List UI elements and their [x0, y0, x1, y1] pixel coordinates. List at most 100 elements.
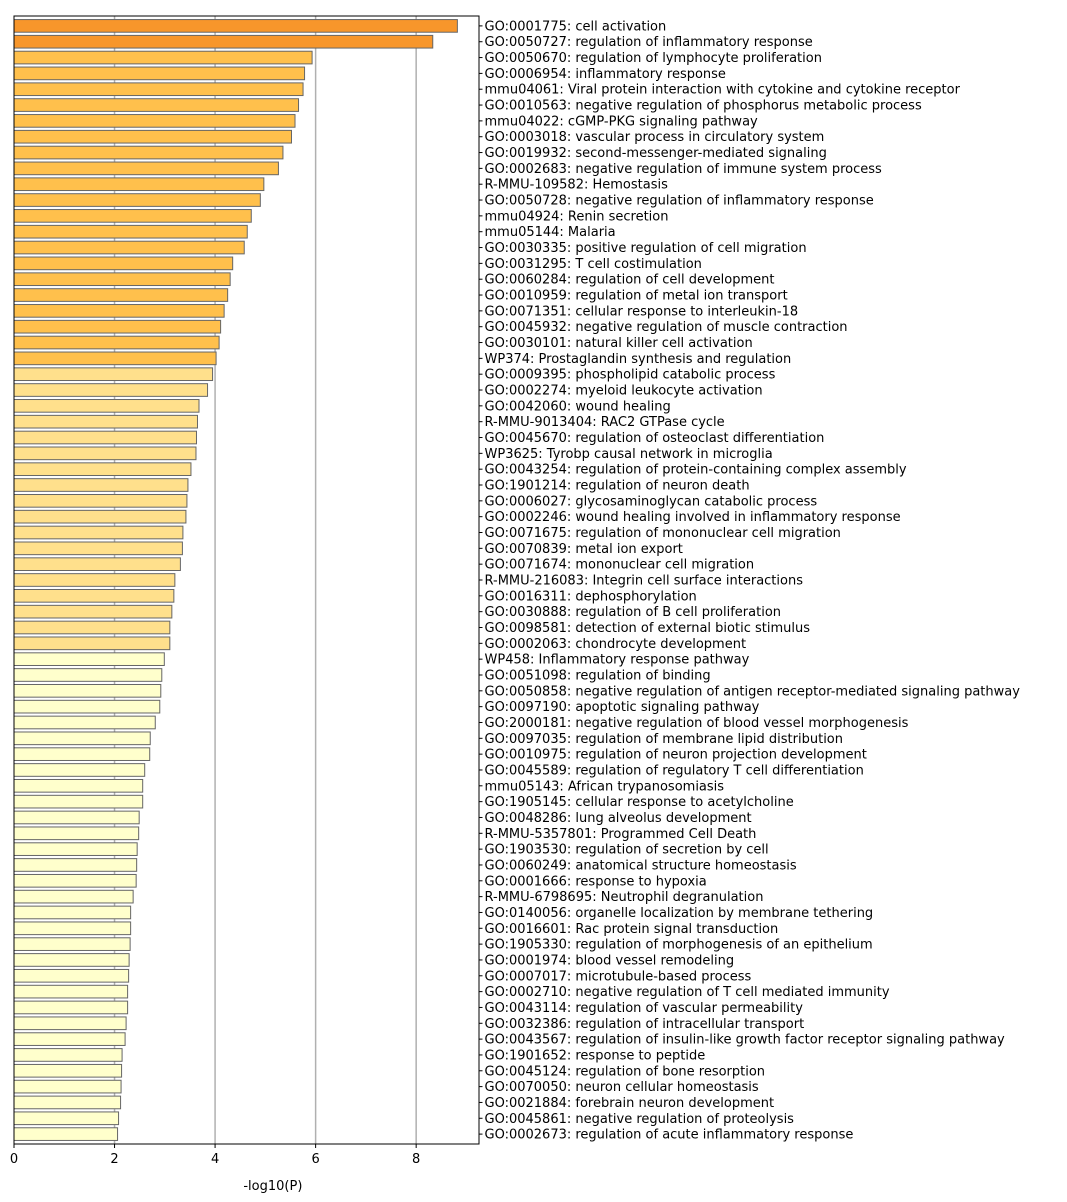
category-label: GO:0043114: regulation of vascular perme…	[485, 1001, 804, 1016]
category-label: GO:1903530: regulation of secretion by c…	[485, 843, 769, 858]
category-label: GO:0010959: regulation of metal ion tran…	[485, 289, 788, 304]
bar	[13, 509, 187, 524]
x-tick-label: 4	[211, 1152, 219, 1167]
category-label: GO:0050858: negative regulation of antig…	[485, 684, 1021, 699]
bar	[13, 620, 171, 635]
bar	[13, 842, 138, 856]
category-label: GO:0097190: apoptotic signaling pathway	[485, 700, 760, 715]
bar	[13, 430, 197, 445]
bar	[13, 953, 130, 967]
category-label: GO:0140056: organelle localization by me…	[485, 906, 874, 921]
bar	[13, 873, 137, 888]
bar	[13, 715, 156, 730]
bar	[13, 319, 222, 334]
bar	[13, 1000, 129, 1015]
bar	[13, 462, 192, 477]
category-label: GO:0006027: glycosaminoglycan catabolic …	[485, 494, 818, 509]
bar	[13, 399, 200, 413]
category-label: GO:0019932: second-messenger-mediated si…	[485, 146, 827, 161]
category-label: GO:0030335: positive regulation of cell …	[485, 241, 807, 256]
category-label: mmu04022: cGMP-PKG signaling pathway	[485, 114, 759, 129]
bar	[13, 209, 252, 223]
category-label: GO:2000181: negative regulation of blood…	[485, 716, 909, 731]
category-label: WP3625: Tyrobp causal network in microgl…	[485, 447, 773, 462]
category-label: GO:0048286: lung alveolus development	[485, 811, 752, 826]
bar	[13, 193, 261, 207]
bar	[13, 1016, 127, 1031]
bar	[13, 937, 131, 951]
category-label: GO:0016601: Rac protein signal transduct…	[485, 922, 779, 937]
category-label: mmu05143: African trypanosomiasis	[485, 779, 725, 794]
bar	[13, 699, 161, 714]
category-label: GO:0010975: regulation of neuron project…	[485, 748, 867, 763]
category-label: GO:0002063: chondrocyte development	[485, 637, 747, 652]
category-label: WP374: Prostaglandin synthesis and regul…	[485, 352, 792, 367]
category-label: GO:0070050: neuron cellular homeostasis	[485, 1080, 759, 1095]
bar	[13, 1127, 119, 1141]
bar	[13, 367, 214, 382]
bar	[13, 810, 140, 825]
category-label: GO:0031295: T cell costimulation	[485, 257, 702, 272]
bar	[13, 858, 138, 872]
bar	[13, 525, 184, 540]
bar	[13, 129, 292, 144]
category-label: WP458: Inflammatory response pathway	[485, 653, 750, 668]
category-label: GO:0009395: phospholipid catabolic proce…	[485, 368, 776, 383]
bar	[13, 1032, 126, 1046]
category-label: GO:0051098: regulation of binding	[485, 668, 711, 683]
x-axis-label: -log10(P)	[243, 1179, 302, 1194]
category-label: GO:0003018: vascular process in circulat…	[485, 130, 825, 145]
category-label: GO:0071674: mononuclear cell migration	[485, 558, 755, 573]
category-label: GO:0032386: regulation of intracellular …	[485, 1017, 805, 1032]
bar	[13, 1095, 122, 1110]
bar	[13, 652, 165, 666]
category-label: GO:0060249: anatomical structure homeost…	[485, 858, 797, 873]
category-label: GO:0030888: regulation of B cell prolife…	[485, 605, 782, 620]
category-label: R-MMU-9013404: RAC2 GTPase cycle	[485, 415, 725, 430]
bar	[13, 668, 163, 682]
bar	[13, 256, 234, 271]
category-label: GO:1901652: response to peptide	[485, 1048, 706, 1063]
category-label: GO:0098581: detection of external biotic…	[485, 621, 811, 636]
category-label: GO:0045589: regulation of regulatory T c…	[485, 763, 864, 778]
category-label: GO:0043254: regulation of protein-contai…	[485, 463, 907, 478]
bar	[13, 541, 183, 556]
bar	[13, 1079, 122, 1094]
bar	[13, 747, 151, 761]
category-label: GO:0071675: regulation of mononuclear ce…	[485, 526, 841, 541]
bar	[13, 114, 296, 128]
bar	[13, 731, 151, 746]
bar	[13, 636, 171, 651]
category-label: GO:0045932: negative regulation of muscl…	[485, 320, 848, 335]
bar	[13, 573, 176, 587]
bar	[13, 889, 134, 904]
bar	[13, 50, 313, 65]
category-label: GO:0070839: metal ion export	[485, 542, 683, 557]
category-label: GO:0042060: wound healing	[485, 399, 671, 414]
category-label: R-MMU-216083: Integrin cell surface inte…	[485, 574, 804, 589]
bar	[13, 826, 140, 841]
bar	[13, 288, 229, 302]
bar	[13, 383, 209, 397]
bar	[13, 240, 245, 255]
bar	[13, 82, 304, 97]
category-label: GO:0006954: inflammatory response	[485, 67, 726, 82]
category-label: GO:0002673: regulation of acute inflamma…	[485, 1128, 854, 1143]
category-label: GO:0050727: regulation of inflammatory r…	[485, 35, 813, 50]
category-label: GO:0001775: cell activation	[485, 19, 667, 34]
category-label: GO:0002710: negative regulation of T cel…	[485, 985, 890, 1000]
bar	[13, 683, 162, 698]
bar	[13, 34, 434, 49]
category-label: GO:0001974: blood vessel remodeling	[485, 953, 735, 968]
x-tick-label: 0	[10, 1152, 18, 1167]
category-label: GO:0002246: wound healing involved in in…	[485, 510, 901, 525]
x-tick-label: 2	[110, 1152, 118, 1167]
category-label: GO:0021884: forebrain neuron development	[485, 1096, 775, 1111]
category-label: GO:0045861: negative regulation of prote…	[485, 1112, 795, 1127]
x-tick-label: 8	[412, 1152, 420, 1167]
bar	[13, 921, 132, 936]
bar	[13, 145, 284, 160]
category-label: GO:0043567: regulation of insulin-like g…	[485, 1033, 1006, 1048]
bar	[13, 272, 231, 287]
